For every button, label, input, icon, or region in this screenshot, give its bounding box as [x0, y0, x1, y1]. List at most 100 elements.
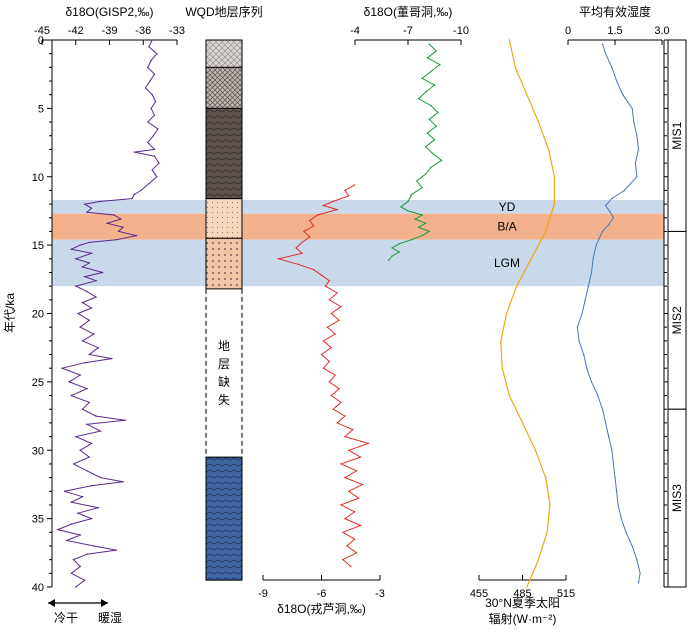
wulu-label: δ18O(戎芦洞,‰): [277, 602, 366, 616]
wulu-point-19: [324, 285, 327, 287]
moisture-label: 平均有效湿度: [579, 4, 651, 19]
dongge-point-16: [432, 152, 434, 155]
moisture-tick-label-2: 3.0: [654, 25, 669, 37]
gisp2-point-65: [70, 394, 73, 397]
moisture-point-23: [584, 299, 586, 301]
dongge-tick-label-1: -7: [403, 25, 413, 37]
gisp2-point-39: [70, 248, 73, 250]
gisp2-point-90: [66, 539, 68, 542]
gisp2-point-0: [151, 39, 153, 41]
gisp2-tick-label-1: -42: [68, 25, 84, 37]
warm-wet-label: 暖湿: [98, 610, 122, 625]
moisture-point-1: [604, 53, 607, 55]
wulu-point-57: [346, 545, 348, 547]
age-tick-label-3: 15: [32, 240, 44, 252]
moisture-point-19: [595, 244, 597, 246]
wulu-point-30: [328, 360, 330, 363]
dongge-point-32: [410, 239, 413, 241]
gisp2-point-89: [79, 534, 81, 536]
mis-box-2: [667, 408, 687, 588]
wulu-point-7: [309, 219, 311, 222]
moisture-point-11: [623, 189, 626, 192]
insolation-point-4: [547, 148, 550, 151]
dongge-point-19: [425, 173, 427, 175]
moisture-point-35: [612, 463, 615, 465]
strat-layer-4: [205, 237, 243, 290]
gisp2-point-44: [102, 271, 104, 274]
dongge-point-31: [421, 234, 423, 237]
moisture-point-3: [615, 80, 618, 82]
gisp2-point-62: [79, 374, 81, 376]
gisp2-tick-label-3: -36: [135, 25, 151, 37]
insolation-tick-label-2: 515: [557, 588, 575, 600]
wulu-point-38: [344, 415, 346, 417]
wulu-point-55: [342, 531, 344, 533]
age-tick-label-5: 25: [32, 377, 44, 389]
gisp2-point-30: [113, 214, 115, 216]
gisp2-point-36: [115, 239, 118, 241]
wulu-point-36: [340, 401, 342, 404]
moisture-point-28: [586, 367, 588, 369]
gisp2-point-10: [150, 107, 152, 110]
wulu-point-48: [361, 483, 364, 486]
wulu-point-49: [348, 490, 350, 492]
dongge-point-10: [437, 111, 439, 114]
gisp2-point-87: [70, 523, 73, 525]
dongge-point-34: [391, 247, 393, 249]
dongge-point-27: [414, 218, 416, 220]
wulu-point-24: [338, 319, 340, 321]
age-tick-label-7: 35: [32, 514, 44, 526]
gisp2-point-33: [122, 226, 124, 228]
dongge-point-18: [430, 166, 432, 168]
dongge-point-20: [416, 180, 418, 182]
moisture-point-21: [590, 271, 593, 274]
wulu-point-10: [309, 236, 311, 238]
moisture-point-27: [583, 353, 585, 356]
gisp2-point-56: [81, 340, 84, 342]
wulu-point-18: [328, 280, 330, 282]
wulu-point-23: [330, 312, 332, 315]
moisture-point-2: [611, 66, 613, 69]
gisp2-point-53: [88, 319, 91, 321]
wulu-point-3: [332, 200, 334, 203]
gisp2-point-42: [88, 262, 91, 264]
dongge-tick-label-0: -4: [350, 25, 360, 37]
dongge-point-4: [430, 70, 432, 73]
wulu-point-26: [334, 333, 336, 335]
cold-dry-label: 冷干: [54, 611, 78, 625]
wulu-tick-label-0: -9: [258, 588, 268, 600]
moisture-point-7: [636, 135, 638, 137]
insolation-point-1: [514, 66, 516, 69]
wulu-point-8: [313, 225, 315, 227]
gisp2-point-23: [140, 189, 142, 192]
dongge-point-1: [435, 50, 437, 52]
wulu-point-41: [344, 435, 346, 438]
gisp2-point-49: [95, 296, 97, 298]
dongge-point-5: [421, 77, 423, 80]
wulu-point-32: [334, 374, 336, 376]
gisp2-point-25: [131, 197, 133, 200]
gisp2-point-74: [79, 449, 81, 451]
dongge-point-7: [425, 91, 427, 93]
gisp2-point-13: [157, 128, 159, 130]
moisture-point-42: [636, 558, 638, 561]
moisture-point-6: [633, 121, 635, 123]
dongge-point-15: [425, 146, 427, 148]
gisp2-point-27: [84, 203, 86, 205]
gisp2-point-6: [149, 80, 151, 82]
moisture-point-10: [636, 176, 638, 178]
gisp2-point-5: [153, 73, 156, 75]
dongge-point-30: [428, 230, 430, 233]
wulu-point-22: [340, 306, 342, 308]
wulu-point-58: [355, 552, 358, 554]
wulu-point-13: [301, 252, 303, 254]
gisp2-point-94: [72, 558, 75, 561]
data-series: [56, 39, 641, 588]
wulu-point-1: [344, 189, 346, 192]
dongge-point-6: [433, 84, 436, 86]
gisp2-point-15: [147, 141, 149, 144]
gisp2-point-32: [106, 222, 108, 224]
stratigraphy-column: [205, 39, 243, 581]
gisp2-point-61: [61, 367, 63, 369]
wulu-point-56: [353, 538, 356, 540]
